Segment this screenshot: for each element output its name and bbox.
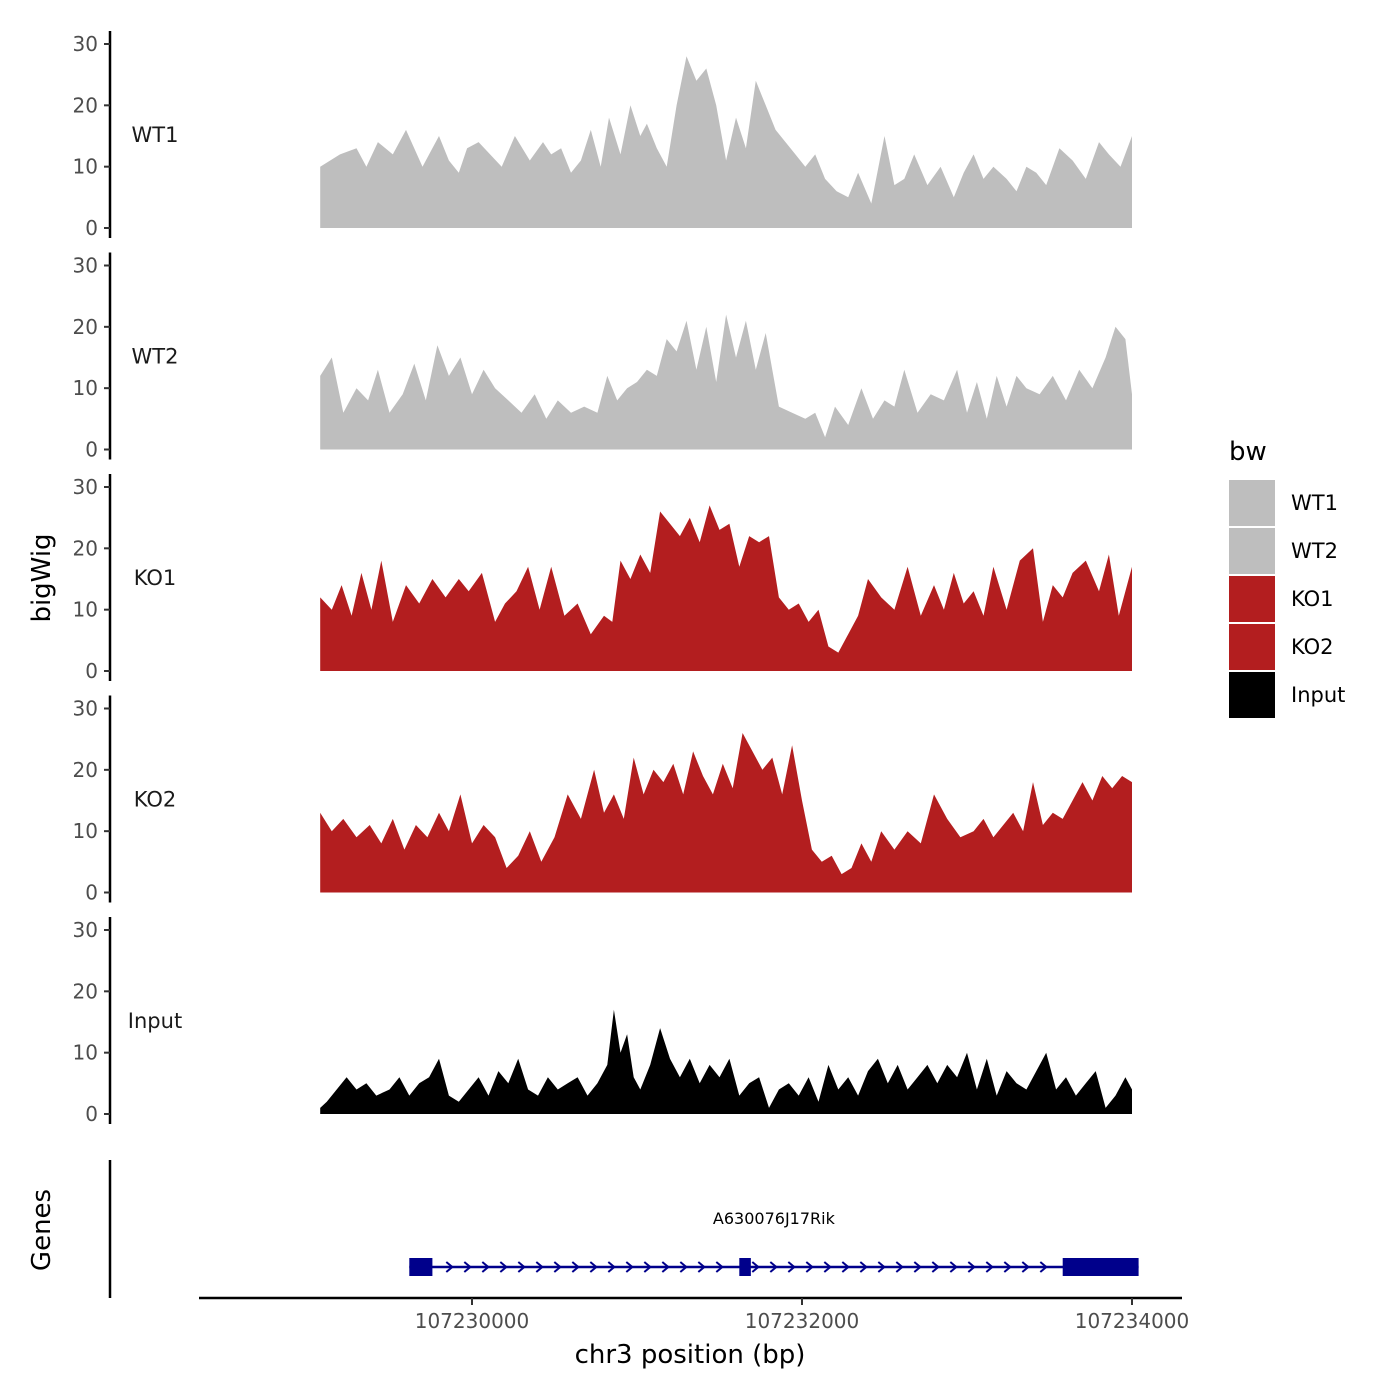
strand-chevron: [607, 1261, 616, 1273]
y-tick-label: 20: [73, 536, 98, 560]
track-label: WT1: [132, 123, 179, 147]
y-tick-label: 30: [73, 918, 98, 942]
strand-chevron: [1003, 1261, 1012, 1273]
gene-exon: [409, 1258, 433, 1276]
strand-chevron: [949, 1261, 958, 1273]
strand-chevron: [805, 1261, 814, 1273]
strand-chevron: [967, 1261, 976, 1273]
strand-chevron: [751, 1261, 760, 1273]
y-tick-label: 0: [85, 438, 98, 462]
y-tick-label: 0: [85, 659, 98, 683]
track-ko2: 0 10 20 30 KO2: [73, 695, 1132, 905]
legend-label-wt2: WT2: [1291, 539, 1338, 563]
y-tick-label: 0: [85, 216, 98, 240]
strand-chevron: [517, 1261, 526, 1273]
strand-chevron: [481, 1261, 490, 1273]
y-axis-title: bigWig: [27, 533, 57, 622]
legend-label-wt1: WT1: [1291, 491, 1338, 515]
legend-key-ko2: [1229, 624, 1275, 670]
y-tick-label: 30: [73, 32, 98, 56]
strand-chevron: [1039, 1261, 1048, 1273]
y-tick-label: 10: [73, 819, 98, 843]
legend-key-wt1: [1229, 480, 1275, 526]
strand-chevron: [697, 1261, 706, 1273]
strand-chevron: [661, 1261, 670, 1273]
coverage-area-wt1: [320, 56, 1132, 228]
x-axis: chr3 position (bp) 107230000 107232000 107…: [199, 1296, 1190, 1370]
legend-key-ko1: [1229, 576, 1275, 622]
track-label: WT2: [132, 345, 179, 369]
x-axis-title: chr3 position (bp): [575, 1340, 806, 1370]
legend-label-input: Input: [1291, 683, 1345, 707]
strand-chevron: [643, 1261, 652, 1273]
y-tick-label: 10: [73, 376, 98, 400]
y-tick-label: 10: [73, 598, 98, 622]
legend: bw WT1 WT2 KO1 KO2 Input: [1229, 437, 1345, 718]
strand-chevron: [715, 1261, 724, 1273]
strand-chevron: [841, 1261, 850, 1273]
strand-chevron: [625, 1261, 634, 1273]
strand-chevron: [1021, 1261, 1030, 1273]
y-tick-label: 20: [73, 758, 98, 782]
y-tick-label: 20: [73, 979, 98, 1003]
legend-key-input: [1229, 672, 1275, 718]
x-tick-label: 107234000: [1075, 1309, 1190, 1333]
track-label: KO2: [134, 788, 177, 812]
coverage-area-input: [320, 1009, 1132, 1114]
strand-chevron: [679, 1261, 688, 1273]
strand-chevron: [553, 1261, 562, 1273]
y-tick-label: 30: [73, 697, 98, 721]
strand-chevron: [787, 1261, 796, 1273]
x-tick-label: 107230000: [415, 1309, 530, 1333]
y-tick-label: 30: [73, 254, 98, 278]
strand-chevron: [895, 1261, 904, 1273]
gene-exon: [739, 1258, 751, 1276]
strand-chevron: [463, 1261, 472, 1273]
strand-chevron: [589, 1261, 598, 1273]
y-tick-label: 10: [73, 1041, 98, 1065]
coverage-tracks: 0 10 20 30 WT1 0 10 20 30 WT2 0 10 20 30 KO1 0 10 20 30 KO2…: [73, 31, 1132, 1126]
strand-chevron: [445, 1261, 454, 1273]
legend-label-ko1: KO1: [1291, 587, 1334, 611]
y-tick-label: 20: [73, 315, 98, 339]
strand-chevron: [823, 1261, 832, 1273]
track-label: Input: [128, 1009, 182, 1033]
gene-track: Genes A630076J17Rik: [27, 1160, 1139, 1298]
gene-exon: [1062, 1258, 1139, 1276]
strand-chevron: [913, 1261, 922, 1273]
strand-chevron: [769, 1261, 778, 1273]
legend-title: bw: [1229, 437, 1267, 467]
strand-chevron: [499, 1261, 508, 1273]
genes-axis-title: Genes: [27, 1189, 57, 1271]
gene-name-label: A630076J17Rik: [713, 1209, 836, 1228]
legend-key-wt2: [1229, 528, 1275, 574]
coverage-area-wt2: [320, 314, 1132, 450]
coverage-area-ko2: [320, 733, 1132, 893]
track-label: KO1: [134, 566, 177, 590]
strand-chevron: [571, 1261, 580, 1273]
x-tick-label: 107232000: [745, 1309, 860, 1333]
y-tick-label: 10: [73, 155, 98, 179]
track-wt1: 0 10 20 30 WT1: [73, 31, 1132, 240]
y-tick-label: 30: [73, 475, 98, 499]
y-tick-label: 20: [73, 93, 98, 117]
strand-chevron: [877, 1261, 886, 1273]
y-tick-label: 0: [85, 1102, 98, 1126]
track-ko1: 0 10 20 30 KO1: [73, 474, 1132, 683]
strand-chevron: [985, 1261, 994, 1273]
strand-chevron: [535, 1261, 544, 1273]
track-input: 0 10 20 30 Input: [73, 917, 1132, 1126]
coverage-area-ko1: [320, 505, 1132, 671]
track-wt2: 0 10 20 30 WT2: [73, 252, 1132, 462]
legend-label-ko2: KO2: [1291, 635, 1334, 659]
strand-chevron: [931, 1261, 940, 1273]
y-tick-label: 0: [85, 881, 98, 905]
strand-chevron: [859, 1261, 868, 1273]
